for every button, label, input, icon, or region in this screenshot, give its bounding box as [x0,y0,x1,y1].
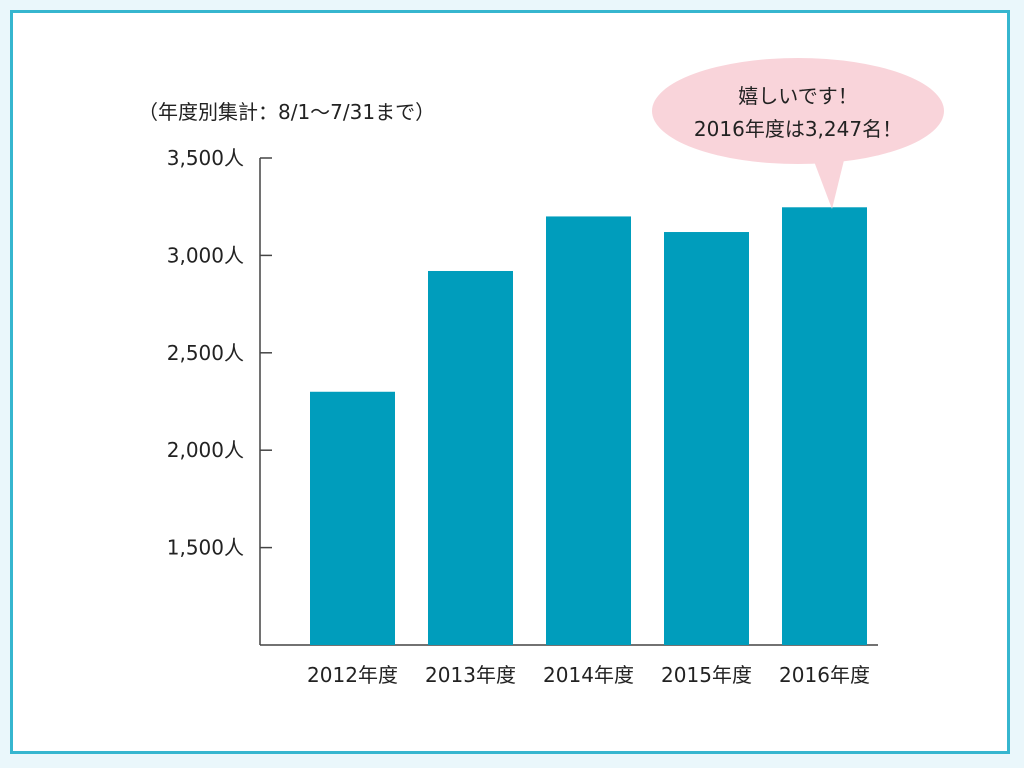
y-tick-label: 1,500人 [167,536,244,560]
speech-bubble-shape [652,58,944,209]
bar-2014年度 [546,216,631,645]
y-tick-label: 3,000人 [167,243,244,267]
x-tick-label: 2013年度 [425,663,516,687]
speech-bubble: 嬉しいです！ 2016年度は3,247名！ [650,56,946,209]
x-tick-label: 2014年度 [543,663,634,687]
bar-2016年度 [782,207,867,645]
y-tick-label: 3,500人 [167,146,244,170]
x-tick-label: 2015年度 [661,663,752,687]
y-tick-label: 2,000人 [167,438,244,462]
chart-subtitle: （年度別集計：8/1〜7/31まで） [138,100,436,124]
x-tick-label: 2012年度 [307,663,398,687]
y-tick-label: 2,500人 [167,341,244,365]
x-tick-label: 2016年度 [779,663,870,687]
bar-2015年度 [664,232,749,646]
annotation-line-2: 2016年度は3,247名！ [693,117,903,141]
bar-2013年度 [428,270,513,645]
annotation-line-1: 嬉しいです！ [738,84,858,108]
bar-2012年度 [310,391,395,645]
